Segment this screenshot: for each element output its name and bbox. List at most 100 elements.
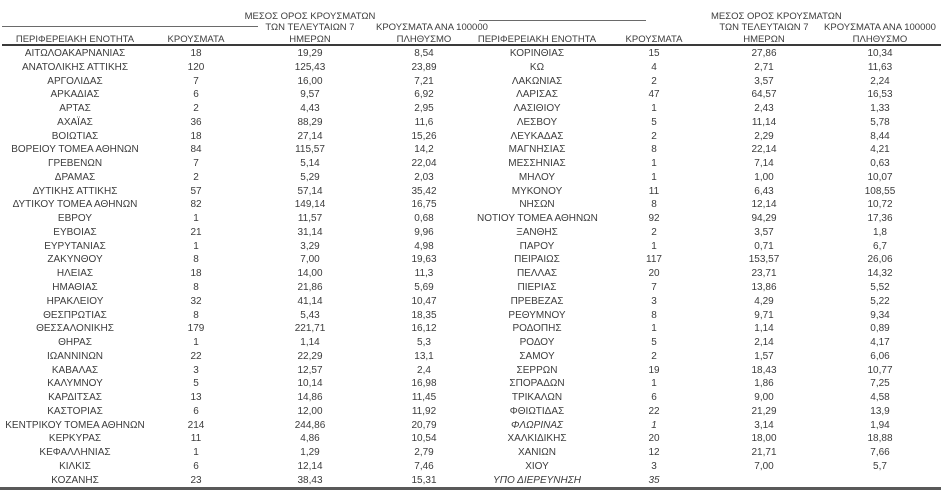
cell-region: ΕΥΡΥΤΑΝΙΑΣ xyxy=(44,240,106,252)
cell-per100k: 15,31 xyxy=(411,474,437,486)
table-bottom-border xyxy=(0,487,941,490)
cell-region: ΣΑΜΟΥ xyxy=(519,350,555,362)
cell-avg7: 14,86 xyxy=(297,392,323,404)
table-row: ΝΗΣΩΝ 8 12,14 10,72 xyxy=(477,198,943,212)
cell-cases: 2 xyxy=(651,226,657,238)
table-row: ΚΑΛΥΜΝΟΥ 5 10,14 16,98 xyxy=(2,377,472,391)
cell-avg7: 21,86 xyxy=(297,282,323,294)
cell-per100k: 108,55 xyxy=(864,185,896,197)
cell-avg7: 18,00 xyxy=(751,433,777,445)
cell-cases: 20 xyxy=(648,433,660,445)
cell-cases: 22 xyxy=(190,350,202,362)
cell-region: ΘΕΣΠΡΩΤΙΑΣ xyxy=(43,309,107,321)
cell-per100k: 23,89 xyxy=(411,61,437,73)
cell-cases: 15 xyxy=(648,48,660,59)
table-row: ΗΜΑΘΙΑΣ 8 21,86 5,69 xyxy=(2,281,472,295)
cell-per100k: 7,25 xyxy=(870,378,890,390)
cell-cases: 11 xyxy=(190,433,202,445)
cell-per100k: 13,9 xyxy=(870,405,890,417)
cell-avg7: 27,14 xyxy=(297,130,323,142)
cell-cases: 2 xyxy=(651,130,657,142)
cell-cases: 8 xyxy=(193,309,199,321)
cell-cases: 12 xyxy=(648,447,660,459)
column-header-cases-label: ΚΡΟΥΣΜΑΤΑ xyxy=(167,33,225,45)
table-row: ΣΠΟΡΑΔΩΝ 1 1,86 7,25 xyxy=(477,377,943,391)
cell-cases: 1 xyxy=(193,213,199,225)
table-row: ΑΙΤΩΛΟΑΚΑΡΝΑΝΙΑΣ 18 19,29 8,54 xyxy=(2,47,472,61)
table-row: ΤΡΙΚΑΛΩΝ 6 9,00 4,58 xyxy=(477,391,943,405)
cell-cases: 22 xyxy=(648,405,660,417)
column-header-region: ΠΕΡΙΦΕΡΕΙΑΚΗ ΕΝΟΤΗΤΑ xyxy=(477,34,597,45)
cell-per100k: 7,46 xyxy=(414,460,434,472)
cell-cases: 13 xyxy=(190,392,202,404)
cell-region: ΚΕΦΑΛΛΗΝΙΑΣ xyxy=(39,447,111,459)
cell-avg7: 41,14 xyxy=(297,295,323,307)
table-row: ΒΟΡΕΙΟΥ ΤΟΜΕΑ ΑΘΗΝΩΝ 84 115,57 14,2 xyxy=(2,143,472,157)
cell-region: ΗΛΕΙΑΣ xyxy=(56,268,94,280)
column-header-avg7-line3: ΗΜΕΡΩΝ xyxy=(289,33,331,45)
cell-avg7: 12,57 xyxy=(297,364,323,376)
cell-per100k: 15,26 xyxy=(411,130,437,142)
cell-region: ΔΡΑΜΑΣ xyxy=(54,171,96,183)
header-bottom-border xyxy=(2,44,941,46)
cell-per100k: 5,3 xyxy=(417,337,431,349)
regions-table-left: ΠΕΡΙΦΕΡΕΙΑΚΗ ΕΝΟΤΗΤΑ ΚΡΟΥΣΜΑΤΑ ΜΕΣΟΣ ΟΡΟ… xyxy=(2,6,488,488)
cell-region: ΑΡΓΟΛΙΔΑΣ xyxy=(47,75,103,87)
cell-cases: 214 xyxy=(187,419,205,431)
cell-cases: 11 xyxy=(648,185,660,197)
cell-avg7: 1,86 xyxy=(754,378,774,390)
cell-per100k: 2,03 xyxy=(414,171,434,183)
cell-avg7: 18,43 xyxy=(751,364,777,376)
cell-per100k: 1,33 xyxy=(870,103,890,115)
table-row: ΕΥΡΥΤΑΝΙΑΣ 1 3,29 4,98 xyxy=(2,240,472,254)
table-header-left: ΠΕΡΙΦΕΡΕΙΑΚΗ ΕΝΟΤΗΤΑ ΚΡΟΥΣΜΑΤΑ ΜΕΣΟΣ ΟΡΟ… xyxy=(2,6,488,45)
cell-cases: 21 xyxy=(190,226,202,238)
cell-region: ΝΗΣΩΝ xyxy=(519,199,555,211)
cell-per100k: 6,92 xyxy=(414,89,434,101)
cell-region: ΑΧΑΪΑΣ xyxy=(57,116,93,128)
cell-cases: 5 xyxy=(651,116,657,128)
cell-avg7: 21,71 xyxy=(751,447,777,459)
cell-cases: 6 xyxy=(193,89,199,101)
cell-per100k: 16,98 xyxy=(411,378,437,390)
table-row: ΚΕΦΑΛΛΗΝΙΑΣ 1 1,29 2,79 xyxy=(2,446,472,460)
cell-region: ΡΟΔΟΥ xyxy=(519,337,555,349)
cell-per100k: 2,24 xyxy=(870,75,890,87)
cell-region: ΑΝΑΤΟΛΙΚΗΣ ΑΤΤΙΚΗΣ xyxy=(21,61,129,73)
cell-avg7: 13,86 xyxy=(751,282,777,294)
cell-avg7: 27,86 xyxy=(751,48,777,59)
cell-avg7: 23,71 xyxy=(751,268,777,280)
table-row: ΕΥΒΟΙΑΣ 21 31,14 9,96 xyxy=(2,226,472,240)
cell-avg7: 12,14 xyxy=(751,199,777,211)
column-header-region-label: ΠΕΡΙΦΕΡΕΙΑΚΗ ΕΝΟΤΗΤΑ xyxy=(15,33,135,45)
cell-per100k: 7,66 xyxy=(870,447,890,459)
cell-per100k: 18,35 xyxy=(411,309,437,321)
cell-per100k: 9,34 xyxy=(870,309,890,321)
cell-avg7: 3,14 xyxy=(754,419,774,431)
cell-per100k: 7,21 xyxy=(414,75,434,87)
table-row: ΑΡΚΑΔΙΑΣ 6 9,57 6,92 xyxy=(2,88,472,102)
cell-per100k: 26,06 xyxy=(867,254,893,266)
cell-avg7: 4,43 xyxy=(300,103,320,115)
cell-avg7: 1,00 xyxy=(754,171,774,183)
column-header-per100k: ΚΡΟΥΣΜΑΤΑ ΑΝΑ 100000 ΠΛΗΘΥΣΜΟ xyxy=(817,22,943,45)
cell-avg7: 14,00 xyxy=(297,268,323,280)
table-row: ΚΙΛΚΙΣ 6 12,14 7,46 xyxy=(2,460,472,474)
table-row: ΔΥΤΙΚΗΣ ΑΤΤΙΚΗΣ 57 57,14 35,42 xyxy=(2,185,472,199)
cell-avg7: 6,43 xyxy=(754,185,774,197)
cell-region: ΚΑΒΑΛΑΣ xyxy=(51,364,99,376)
cell-region: ΦΛΩΡΙΝΑΣ xyxy=(511,419,563,431)
cell-cases: 1 xyxy=(651,158,657,170)
table-row: ΚΟΖΑΝΗΣ 23 38,43 15,31 xyxy=(2,474,472,488)
cell-region: ΦΘΙΩΤΙΔΑΣ xyxy=(509,405,565,417)
cell-per100k: 14,2 xyxy=(414,144,434,156)
column-header-per100k-line1: ΚΡΟΥΣΜΑΤΑ ΑΝΑ 100000 xyxy=(376,22,488,34)
table-row: ΑΝΑΤΟΛΙΚΗΣ ΑΤΤΙΚΗΣ 120 125,43 23,89 xyxy=(2,61,472,75)
cell-avg7: 9,00 xyxy=(754,392,774,404)
cell-avg7: 4,29 xyxy=(754,295,774,307)
cell-cases: 5 xyxy=(651,337,657,349)
regions-table-right: ΠΕΡΙΦΕΡΕΙΑΚΗ ΕΝΟΤΗΤΑ ΚΡΟΥΣΜΑΤΑ ΜΕΣΟΣ ΟΡΟ… xyxy=(477,6,943,488)
cell-per100k: 8,54 xyxy=(414,48,434,59)
table-row: ΚΕΝΤΡΙΚΟΥ ΤΟΜΕΑ ΑΘΗΝΩΝ 214 244,86 20,79 xyxy=(2,419,472,433)
table-row: ΛΑΣΙΘΙΟΥ 1 2,43 1,33 xyxy=(477,102,943,116)
